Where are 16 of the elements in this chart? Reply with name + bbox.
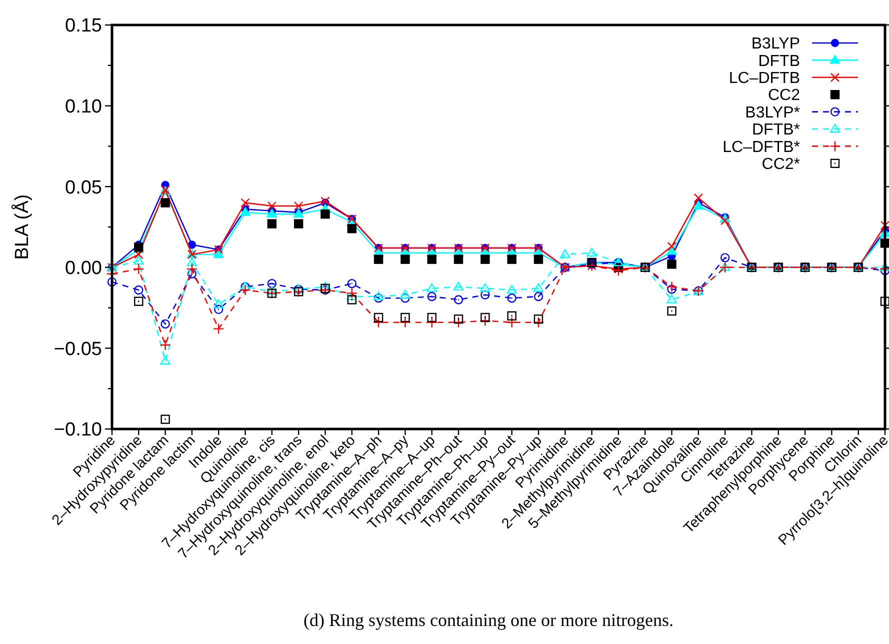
text: (d) Ring systems containing one or more nitrogens. (304, 610, 674, 630)
y-axis-title: BLA (Å) (11, 194, 33, 260)
legend-label: B3LYP (751, 36, 800, 53)
y-tick-label: −0.10 (54, 420, 102, 441)
legend-label: DFTB (758, 52, 800, 70)
legend-label: CC2* (762, 156, 800, 173)
legend-label: B3LYP* (745, 104, 800, 122)
legend-label: DFTB* (752, 122, 800, 139)
legend-label: CC2 (768, 87, 800, 104)
legend-label: LC–DFTB (728, 70, 800, 87)
legend-label: LC–DFTB* (722, 138, 800, 156)
y-tick-label: 0.00 (65, 258, 102, 280)
y-tick-label: 0.15 (65, 16, 102, 37)
y-tick-label: 0.05 (65, 177, 102, 198)
y-tick-label: −0.05 (54, 338, 102, 360)
y-tick-label: 0.10 (65, 96, 102, 118)
